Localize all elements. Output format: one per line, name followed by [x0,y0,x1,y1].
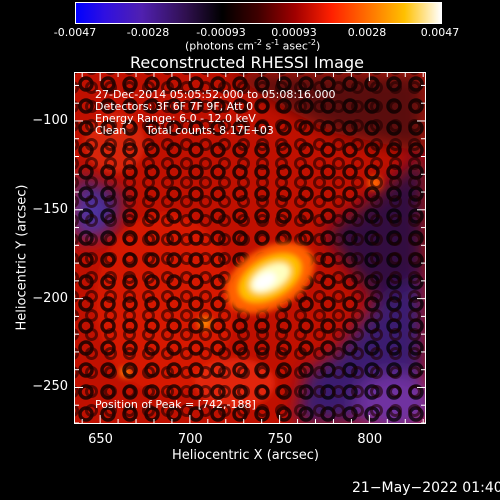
detectors-annotation: Detectors: 3F 6F 7F 9F, Att 0 [95,100,254,113]
flare-source [225,242,315,314]
y-tick-label: −150 [32,201,68,217]
y-axis-ticks [75,84,425,424]
x-tick-label: 800 [357,432,383,447]
time-range-annotation: 27-Dec-2014 05:05:52.000 to 05:08:16.000 [95,88,336,101]
colorbar-units: (photons cm-2 s-1 asec-2) [185,38,321,53]
colorbar-tick-label: 0.0047 [420,26,460,39]
colorbar-tick-label: 0.00093 [271,26,317,39]
y-tick-label: −200 [32,290,68,306]
colorbar-tick-label: 0.0028 [347,26,387,39]
y-tick-label: −100 [32,112,68,128]
x-tick-label: 750 [267,432,293,447]
total-counts-annotation: Total counts: 8.17E+03 [146,124,274,137]
y-tick-label: −250 [32,379,68,395]
x-tick-label: 700 [177,432,203,447]
footer-date: 21−May−2022 01:40 [352,480,500,496]
chart-title: Reconstructed RHESSI Image [130,53,364,72]
colorbar-tick-label: -0.0028 [126,26,170,39]
x-axis-label: Heliocentric X (arcsec) [172,448,319,463]
x-tick-label: 650 [88,432,113,447]
heatmap-svg [75,73,425,423]
energy-range-annotation: Energy Range: 6.0 - 12.0 keV [95,112,256,125]
y-axis-label: Heliocentric Y (arcsec) [14,184,30,331]
colorbar-tick-label: -0.0047 [53,26,97,39]
colorbar [75,2,442,24]
clean-ring-artifacts-2 [75,73,425,423]
peak-position-annotation: Position of Peak = [742,-188] [95,398,256,411]
heatmap-plot-area [74,72,426,424]
colorbar-tick-label: -0.00093 [196,26,246,39]
method-annotation: Clean [95,124,127,137]
x-axis-ticks [81,73,424,423]
